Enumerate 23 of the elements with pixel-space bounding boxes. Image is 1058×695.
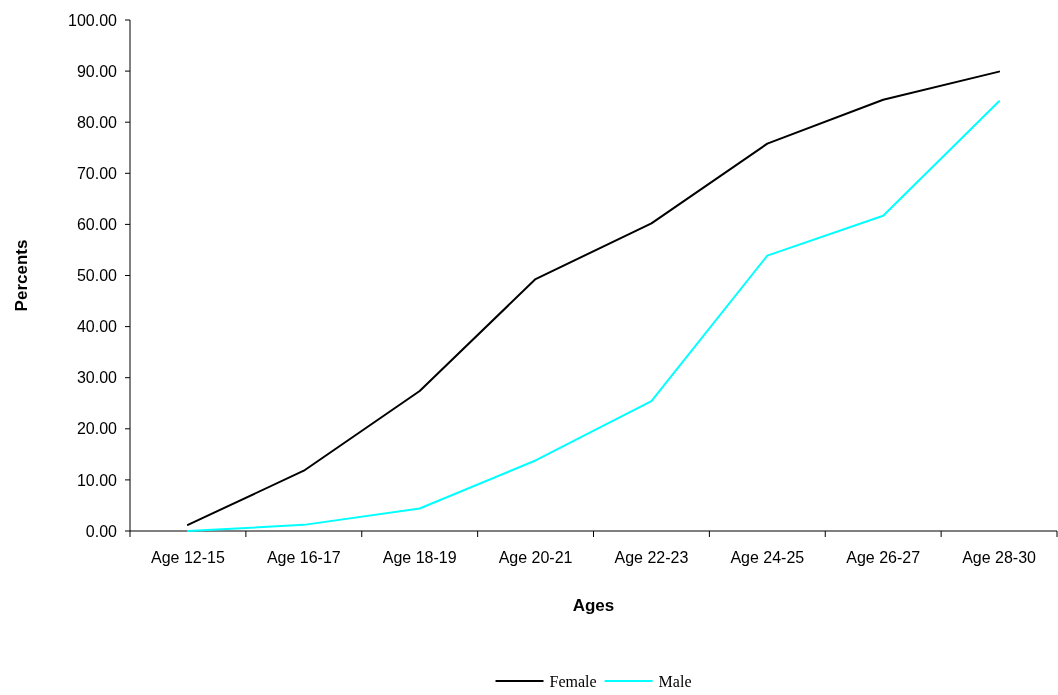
- y-tick-label: 70.00: [76, 164, 118, 182]
- legend-label: Male: [658, 672, 692, 690]
- y-tick-label: 60.00: [76, 216, 118, 233]
- y-tick-label: 40.00: [76, 318, 118, 336]
- x-tick-label: Age 22-23: [614, 549, 689, 566]
- legend-label: Female: [549, 672, 597, 690]
- y-tick-label: 50.00: [76, 267, 118, 285]
- y-tick-label: 30.00: [76, 369, 118, 387]
- x-axis-title: Ages: [572, 596, 615, 615]
- x-tick-label: Age 28-30: [962, 549, 1037, 566]
- y-tick-label: 100.00: [68, 11, 118, 29]
- x-tick-label: Age 16-17: [266, 549, 341, 566]
- x-tick-label: Age 20-21: [498, 549, 573, 566]
- y-tick-label: 10.00: [76, 471, 118, 489]
- x-tick-label: Age 24-25: [730, 549, 805, 566]
- y-tick-label: 90.00: [76, 62, 118, 80]
- x-tick-label: Age 26-27: [846, 549, 921, 566]
- x-tick-label: Age 18-19: [382, 549, 457, 566]
- y-tick-label: 0.00: [85, 522, 118, 540]
- y-tick-label: 20.00: [76, 420, 118, 438]
- x-tick-label: Age 12-15: [151, 549, 225, 566]
- y-tick-label: 80.00: [76, 113, 118, 131]
- y-axis-title: Percents: [12, 239, 31, 312]
